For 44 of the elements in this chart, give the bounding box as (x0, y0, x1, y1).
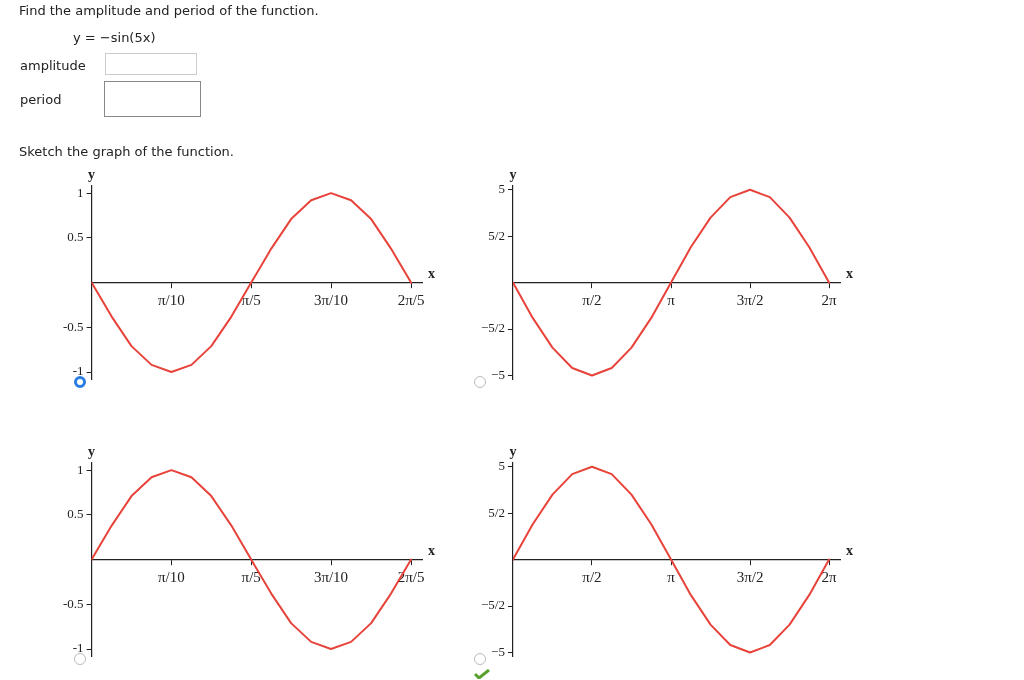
x-tick-label: 2π (821, 568, 838, 585)
y-tick-label: 5 (498, 458, 505, 474)
text: Find the amplitude and period of the function. (19, 3, 319, 18)
y-axis-title: y (509, 443, 517, 459)
text: y = −sin(5x) (73, 30, 156, 45)
x-tick-label: π/2 (582, 291, 602, 308)
y-tick-label: 5/2 (488, 227, 505, 243)
x-tick-label: 2π/5 (397, 291, 425, 308)
y-axis-title: y (88, 166, 96, 182)
x-tick-label: 3π/10 (313, 568, 349, 585)
x-tick-label: π/2 (582, 568, 602, 585)
y-tick-label: 5 (498, 181, 505, 197)
x-tick-label: π (667, 291, 676, 308)
x-tick-label: π (667, 568, 676, 585)
y-tick-label: 5/2 (488, 504, 505, 520)
x-axis-title: x (428, 543, 435, 559)
x-axis-title: x (846, 543, 853, 559)
x-tick-label: π/5 (241, 568, 261, 585)
y-tick-label: -0.5 (62, 318, 84, 334)
x-tick-label: 3π/10 (313, 291, 349, 308)
y-tick-label: 1 (77, 184, 84, 200)
x-tick-label: π/10 (158, 291, 185, 308)
y-tick-label: -1 (72, 363, 84, 379)
x-axis-title: x (846, 266, 853, 282)
y-tick-label: −5 (491, 366, 505, 382)
text: period (20, 92, 62, 107)
x-tick-label: 2π (821, 291, 838, 308)
y-tick-label: 0.5 (67, 229, 84, 245)
y-tick-label: -1 (72, 640, 84, 656)
y-tick-label: −5/2 (480, 597, 505, 613)
y-tick-label: 1 (77, 461, 84, 477)
y-tick-label: 0.5 (67, 506, 84, 522)
x-tick-label: π/5 (241, 291, 261, 308)
y-tick-label: −5 (491, 643, 505, 659)
y-axis-title: y (88, 443, 96, 459)
x-tick-label: 3π/2 (736, 568, 764, 585)
text: Sketch the graph of the function. (19, 144, 234, 159)
x-tick-label: π/10 (158, 568, 185, 585)
text: amplitude (20, 58, 86, 73)
y-tick-label: -0.5 (62, 595, 84, 611)
x-tick-label: 3π/2 (736, 291, 764, 308)
x-axis-title: x (428, 266, 435, 282)
y-tick-label: −5/2 (480, 320, 505, 336)
y-axis-title: y (509, 166, 517, 182)
